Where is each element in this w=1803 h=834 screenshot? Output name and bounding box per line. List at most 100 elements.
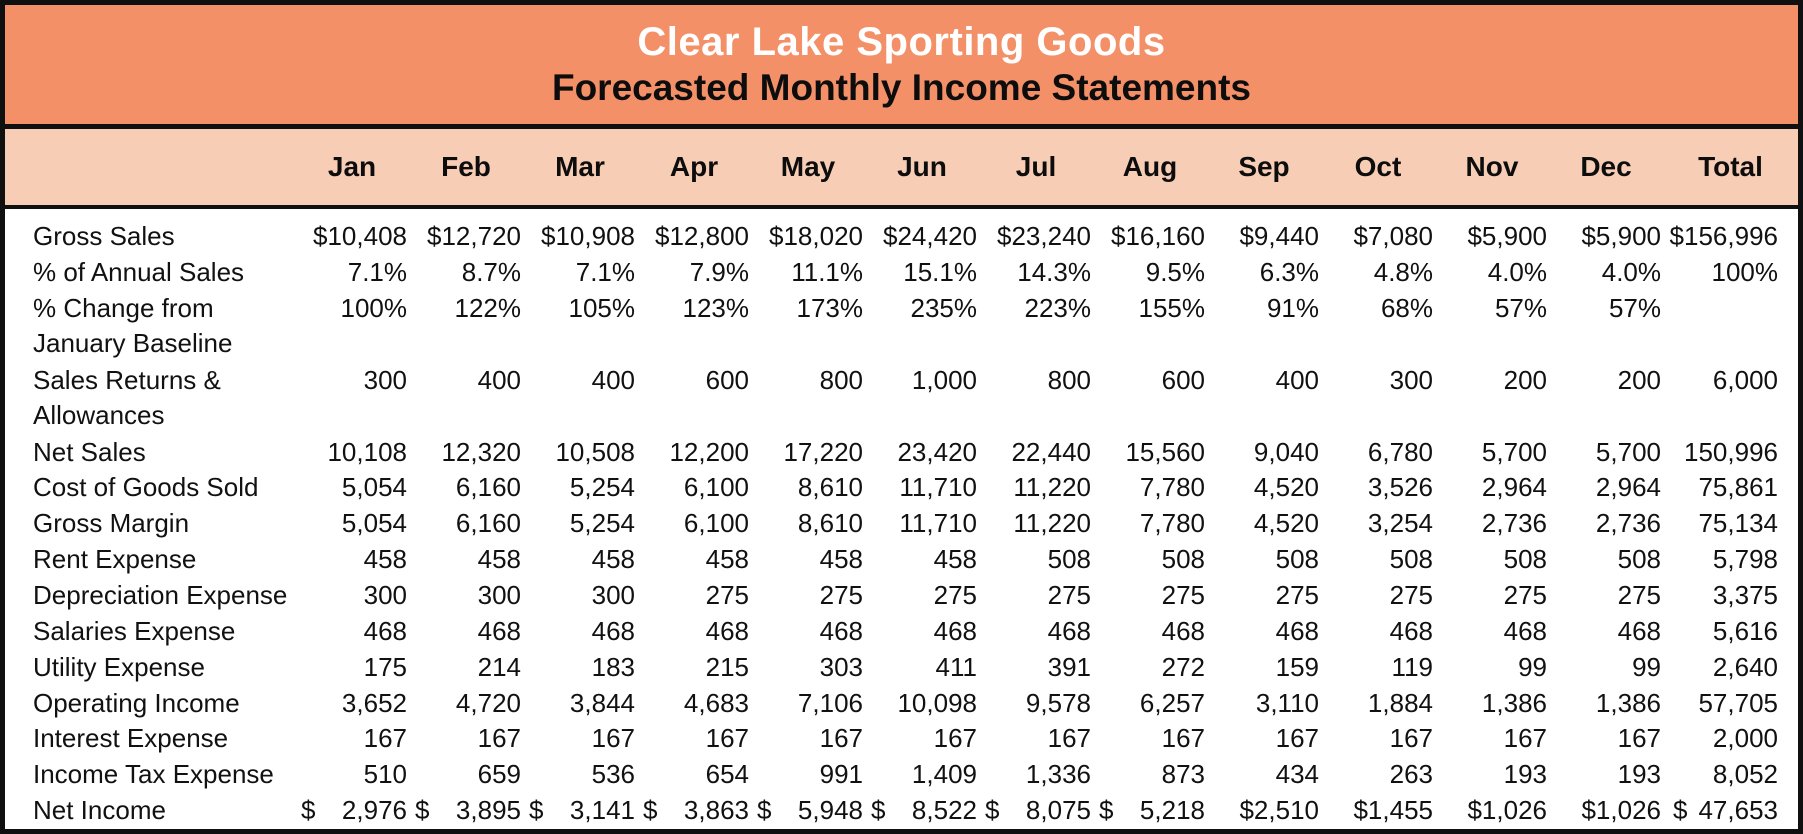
cell: $5,218 xyxy=(1093,793,1207,829)
table-row: Interest Expense 167 167 167 167 167 167 167 167… xyxy=(5,721,1798,757)
cell: 468 xyxy=(705,615,749,646)
currency-symbol: $ xyxy=(757,795,772,826)
cell: $1,026 xyxy=(1467,795,1547,826)
cell: 99 xyxy=(1632,651,1661,682)
cell: 23,420 xyxy=(897,436,977,467)
cell: 468 xyxy=(1503,615,1547,646)
cell: 155% xyxy=(1138,293,1206,324)
cell: 99 xyxy=(1518,651,1547,682)
cell: 167 xyxy=(1161,723,1205,754)
cell: 10,508 xyxy=(555,436,635,467)
cell: 8.7% xyxy=(461,257,521,288)
table-row: Income Tax Expense 510 659 536 654 991 1,409 1,… xyxy=(5,757,1798,793)
cell: 11,710 xyxy=(899,472,977,503)
cell: 173% xyxy=(796,293,864,324)
cell: $18,020 xyxy=(769,221,863,252)
cell: 2,964 xyxy=(1481,472,1547,503)
cell: 458 xyxy=(705,544,749,575)
cell: $10,908 xyxy=(541,221,635,252)
cell: 150,996 xyxy=(1684,436,1778,467)
cell: 10,108 xyxy=(327,436,407,467)
cell: 4,720 xyxy=(455,687,521,718)
cell: 2,640 xyxy=(1712,651,1778,682)
cell: 300 xyxy=(591,579,635,610)
cell: 11,220 xyxy=(1013,472,1091,503)
report-title: Clear Lake Sporting Goods xyxy=(637,20,1166,64)
cell: 6,160 xyxy=(455,508,521,539)
cell: 3,652 xyxy=(341,687,407,718)
cell: 6,160 xyxy=(455,472,521,503)
cell: 7.9% xyxy=(689,257,749,288)
row-label-header xyxy=(5,129,295,210)
cell: 159 xyxy=(1275,651,1319,682)
cell: 3,844 xyxy=(569,687,635,718)
table-row: Gross Sales $10,408 $12,720 $10,908 $12,800 $… xyxy=(5,207,1798,255)
cell: 7,780 xyxy=(1139,508,1205,539)
amount: 5,948 xyxy=(797,795,863,826)
cell: 123% xyxy=(682,293,750,324)
cell: 2,000 xyxy=(1712,723,1778,754)
cell: 458 xyxy=(591,544,635,575)
cell: 15.1% xyxy=(903,257,977,288)
cell: 214 xyxy=(477,651,521,682)
amount: 3,141 xyxy=(569,795,635,826)
cell: 275 xyxy=(1161,579,1205,610)
cell: 193 xyxy=(1617,759,1661,790)
cell: 2,736 xyxy=(1595,508,1661,539)
cell: 468 xyxy=(1161,615,1205,646)
cell: 11,710 xyxy=(899,508,977,539)
cell: 167 xyxy=(363,723,407,754)
cell: 458 xyxy=(933,544,977,575)
cell: 193 xyxy=(1503,759,1547,790)
cell: 11,220 xyxy=(1013,508,1091,539)
cell: 57% xyxy=(1608,293,1661,324)
table-row: Gross Margin 5,054 6,160 5,254 6,100 8,610 11,… xyxy=(5,506,1798,542)
column-header-nov: Nov xyxy=(1435,129,1549,210)
cell: 167 xyxy=(1503,723,1547,754)
cell: 1,386 xyxy=(1595,687,1661,718)
cell: 1,409 xyxy=(911,759,977,790)
cell: 300 xyxy=(477,579,521,610)
cell: 8,610 xyxy=(797,472,863,503)
cell: 275 xyxy=(1389,579,1433,610)
cell: 5,616 xyxy=(1712,615,1778,646)
column-header-total: Total xyxy=(1663,129,1798,210)
cell: 68% xyxy=(1380,293,1433,324)
cell: $3,895 xyxy=(409,793,523,829)
cell: 303 xyxy=(819,651,863,682)
cell: 167 xyxy=(933,723,977,754)
row-label: % Change from January Baseline xyxy=(33,293,233,359)
currency-symbol: $ xyxy=(985,795,1000,826)
cell: $8,522 xyxy=(865,793,979,829)
cell: 468 xyxy=(477,615,521,646)
cell: 12,200 xyxy=(669,436,749,467)
column-header-jun: Jun xyxy=(865,129,979,210)
cell: 4,520 xyxy=(1253,472,1319,503)
cell: 468 xyxy=(819,615,863,646)
row-label: Interest Expense xyxy=(33,723,229,754)
cell: 167 xyxy=(591,723,635,754)
column-header-oct: Oct xyxy=(1321,129,1435,210)
column-header-feb: Feb xyxy=(409,129,523,210)
report-subtitle: Forecasted Monthly Income Statements xyxy=(551,66,1252,108)
table-row: Net Sales 10,108 12,320 10,508 12,200 17,220 2… xyxy=(5,435,1798,471)
currency-symbol: $ xyxy=(1099,795,1114,826)
row-label: Sales Returns & Allowances xyxy=(33,364,221,430)
cell: 300 xyxy=(1389,364,1433,395)
cell: 300 xyxy=(363,579,407,610)
cell: 167 xyxy=(705,723,749,754)
cell: 15,560 xyxy=(1125,436,1205,467)
cell: 6,000 xyxy=(1712,364,1778,395)
cell: 9,578 xyxy=(1025,687,1091,718)
cell: 4.8% xyxy=(1373,257,1433,288)
cell: 200 xyxy=(1617,364,1661,395)
cell: 659 xyxy=(477,759,521,790)
cell: $1,455 xyxy=(1353,795,1433,826)
table-row: Utility Expense 175 214 183 215 303 411 391 272 1… xyxy=(5,650,1798,686)
currency-symbol: $ xyxy=(643,795,658,826)
cell: 4.0% xyxy=(1487,257,1547,288)
column-header-sep: Sep xyxy=(1207,129,1321,210)
income-statement-table: Jan Feb Mar Apr May Jun Jul Aug Sep Oct Nov Dec Tota… xyxy=(5,129,1798,829)
table-row: Rent Expense 458 458 458 458 458 458 508 508 508 5… xyxy=(5,542,1798,578)
column-header-aug: Aug xyxy=(1093,129,1207,210)
